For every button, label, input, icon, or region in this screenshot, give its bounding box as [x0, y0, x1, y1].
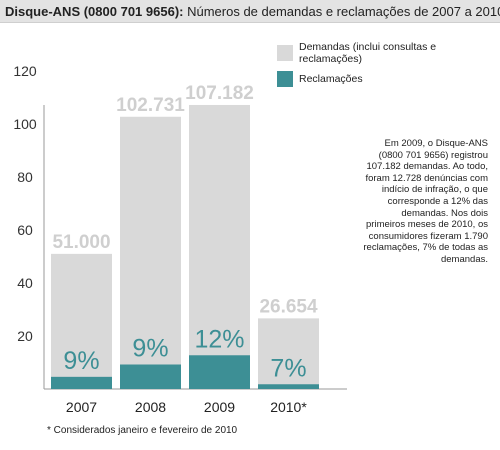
bar-reclamacoes — [189, 355, 250, 389]
x-tick-label: 2008 — [135, 399, 166, 415]
legend: Demandas (inclui consultas e reclamações… — [277, 41, 500, 96]
legend-swatch-demandas — [277, 44, 293, 61]
chart-title: Disque-ANS (0800 701 9656): Números de d… — [0, 0, 500, 23]
y-tick-label: 20 — [17, 328, 33, 344]
x-tick-label: 2010* — [270, 399, 307, 415]
data-label-demandas: 26.654 — [259, 296, 318, 317]
bars: 51.000 9% 102.731 9% 107.182 12% 26.654 7% — [51, 83, 319, 389]
legend-item-demandas: Demandas (inclui consultas e reclamações… — [277, 41, 500, 65]
y-tick-label: 80 — [17, 169, 33, 185]
chart-title-rest: Números de demandas e reclamações de 200… — [183, 4, 500, 19]
chart-title-bold: Disque-ANS (0800 701 9656): — [5, 4, 184, 19]
data-label-reclamacoes: 9% — [63, 347, 99, 375]
data-label-demandas: 51.000 — [52, 232, 110, 253]
y-tick-label: 60 — [17, 222, 33, 238]
bar-demandas — [51, 253, 112, 389]
y-tick-label: 40 — [17, 275, 33, 291]
x-tick-label: 2009 — [204, 399, 235, 415]
y-tick-label: 120 — [13, 63, 37, 79]
data-label-demandas: 102.731 — [116, 95, 185, 116]
data-label-demandas: 107.182 — [185, 83, 254, 104]
bar-demandas — [189, 104, 250, 389]
bar-reclamacoes — [51, 376, 112, 389]
legend-swatch-reclamacoes — [277, 70, 293, 87]
bar-demandas — [120, 116, 181, 389]
bar-chart: 20 40 60 80 100 120 51.000 9% 102.731 9% 107.182 1… — [13, 63, 347, 415]
footnote: * Considerados janeiro e fevereiro de 20… — [47, 425, 238, 436]
legend-label-reclamacoes: Reclamações — [299, 72, 363, 85]
data-label-reclamacoes: 12% — [194, 325, 244, 353]
data-label-reclamacoes: 9% — [132, 334, 168, 362]
x-tick-label: 2007 — [66, 399, 97, 415]
data-label-reclamacoes: 7% — [270, 354, 306, 382]
y-tick-label: 100 — [13, 116, 37, 132]
legend-item-reclamacoes: Reclamações — [277, 70, 500, 87]
bar-reclamacoes — [120, 364, 181, 389]
legend-label-demandas: Demandas (inclui consultas e reclamações… — [299, 40, 437, 65]
bar-reclamacoes — [258, 384, 319, 389]
y-tick-labels: 20 40 60 80 100 120 — [13, 63, 37, 344]
annotation-note: Em 2009, o Disque-ANS (0800 701 9656) re… — [363, 138, 488, 265]
bar-demandas — [258, 318, 319, 389]
x-tick-labels: 2007 2008 2009 2010* — [66, 399, 307, 415]
